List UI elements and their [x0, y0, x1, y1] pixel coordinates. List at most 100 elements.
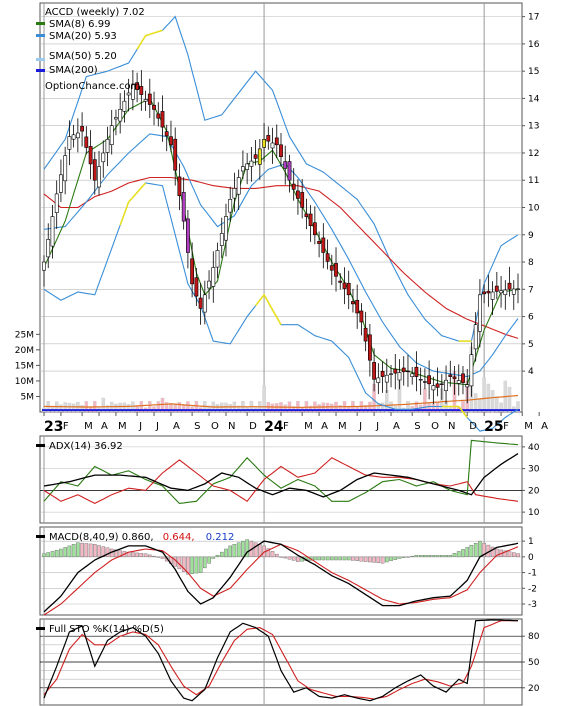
macd-hist-bar [313, 556, 317, 561]
macd-hist-bar [236, 542, 241, 558]
volume-bar [516, 401, 520, 413]
macd-hist-bar [253, 542, 258, 558]
macd-hist-bar [279, 556, 283, 558]
volume-bar [215, 404, 220, 413]
volume-bar [308, 405, 313, 413]
legend-sma8: SMA(8) 6.99 [49, 19, 110, 30]
macd-hist-bar [465, 547, 470, 558]
macd-hist-bar [181, 556, 186, 572]
volume-average-line [42, 394, 520, 412]
candle-body [376, 377, 381, 383]
candle-body [494, 285, 499, 292]
x-tick-label: D [469, 421, 477, 432]
x-tick-label: J [358, 421, 362, 432]
volume-bar [380, 402, 385, 413]
x-tick-label: J [138, 421, 142, 432]
x-tick-label: S [194, 421, 200, 432]
macd-panel: 1 0 -1 -2 -3 MACD(8,40,9) 0.860, 0.644, 0.21… [36, 526, 537, 616]
macd-hist-bar [228, 545, 233, 558]
macd-hist-bar [478, 540, 482, 557]
candle-body [228, 199, 233, 213]
candle-body [380, 370, 385, 377]
adx-tick-label: 30 [528, 465, 540, 475]
candle-body [253, 154, 258, 159]
volume-bar [283, 404, 287, 413]
macd-hist-bar [351, 556, 355, 561]
macd-hist-bar [232, 544, 237, 558]
candle-body [84, 136, 89, 148]
macd-hist-bar [363, 556, 368, 562]
adx-legend: ADX(14) 36.92 [49, 441, 123, 452]
candle-body [448, 374, 453, 377]
candle-body [363, 327, 368, 342]
macd-hist-bar [321, 556, 326, 561]
candle-body [215, 250, 220, 268]
price-tick-label: 13 [528, 122, 539, 132]
x-tick-label: O [431, 421, 439, 432]
x-tick-label: A [173, 421, 180, 432]
macd-hist-bar [406, 556, 410, 558]
candle-body [58, 174, 63, 193]
adx-lines [43, 439, 519, 505]
macd-y-ticks: 1 0 -1 -2 -3 [522, 537, 537, 610]
bollinger-upper-line [43, 15, 519, 342]
macd-hist-bar [118, 550, 122, 558]
x-tick-label: F [63, 421, 69, 432]
candle-body [249, 160, 254, 167]
macd-hist-bar [198, 556, 203, 573]
volume-tick-label: 20M [15, 346, 34, 356]
x-tick-label: F [283, 421, 289, 432]
volume-tick-label: 25M [15, 330, 34, 340]
x-tick-label: A [101, 421, 108, 432]
macd-hist-bar [50, 551, 55, 558]
legend-swatch-sma200 [36, 69, 45, 72]
macd-hist-bar [410, 555, 415, 558]
x-tick-label: 25 [484, 419, 503, 435]
macd-hist-bar [325, 556, 330, 561]
candle-body [367, 334, 372, 361]
macd-hist-bar [512, 552, 516, 557]
macd-hist-bar [503, 550, 508, 557]
candle-body [486, 290, 491, 294]
candle-body [304, 213, 309, 217]
candle-body [236, 177, 241, 195]
candle-body [372, 362, 377, 380]
macd-hist-bar [461, 549, 465, 558]
macd-hist-bar [67, 545, 72, 558]
band-highlight [441, 405, 468, 418]
candle-body [232, 188, 237, 199]
macd-panel-frame [39, 526, 523, 616]
volume-bar [177, 402, 182, 413]
volume-tick-label: 5M [21, 392, 35, 402]
candle-body [241, 166, 245, 172]
stochastic-gridlines [40, 619, 522, 705]
macd-hist-bar [186, 556, 190, 575]
macd-hist-bar [156, 556, 161, 558]
candle-body [42, 261, 46, 271]
candle-body [325, 253, 330, 262]
candle-body [270, 142, 275, 149]
candle-body [384, 374, 389, 383]
macd-hist-bar [76, 542, 80, 558]
stochastic-tick-label: 50 [528, 658, 540, 668]
price-tick-label: 16 [528, 40, 540, 50]
macd-hist-bar [190, 556, 194, 574]
candle-body [198, 297, 203, 309]
x-tick-label: M [84, 421, 93, 432]
macd-hist-bar [97, 545, 101, 558]
macd-hist-bar [160, 556, 165, 559]
candle-body [465, 384, 470, 388]
macd-hist-bar [452, 553, 457, 557]
candle-body [283, 161, 288, 169]
macd-hist-bar [414, 555, 419, 558]
volume-bar [414, 401, 419, 413]
candle-body [92, 159, 97, 181]
macd-tick-label: 1 [528, 537, 534, 547]
macd-hist-bar [342, 556, 347, 561]
minus-di-line [43, 457, 519, 505]
candles [42, 70, 520, 405]
candle-body [126, 92, 131, 96]
stochastic-lines [43, 619, 519, 702]
price-tick-label: 17 [528, 13, 539, 23]
macd-hist-bar [389, 556, 393, 562]
